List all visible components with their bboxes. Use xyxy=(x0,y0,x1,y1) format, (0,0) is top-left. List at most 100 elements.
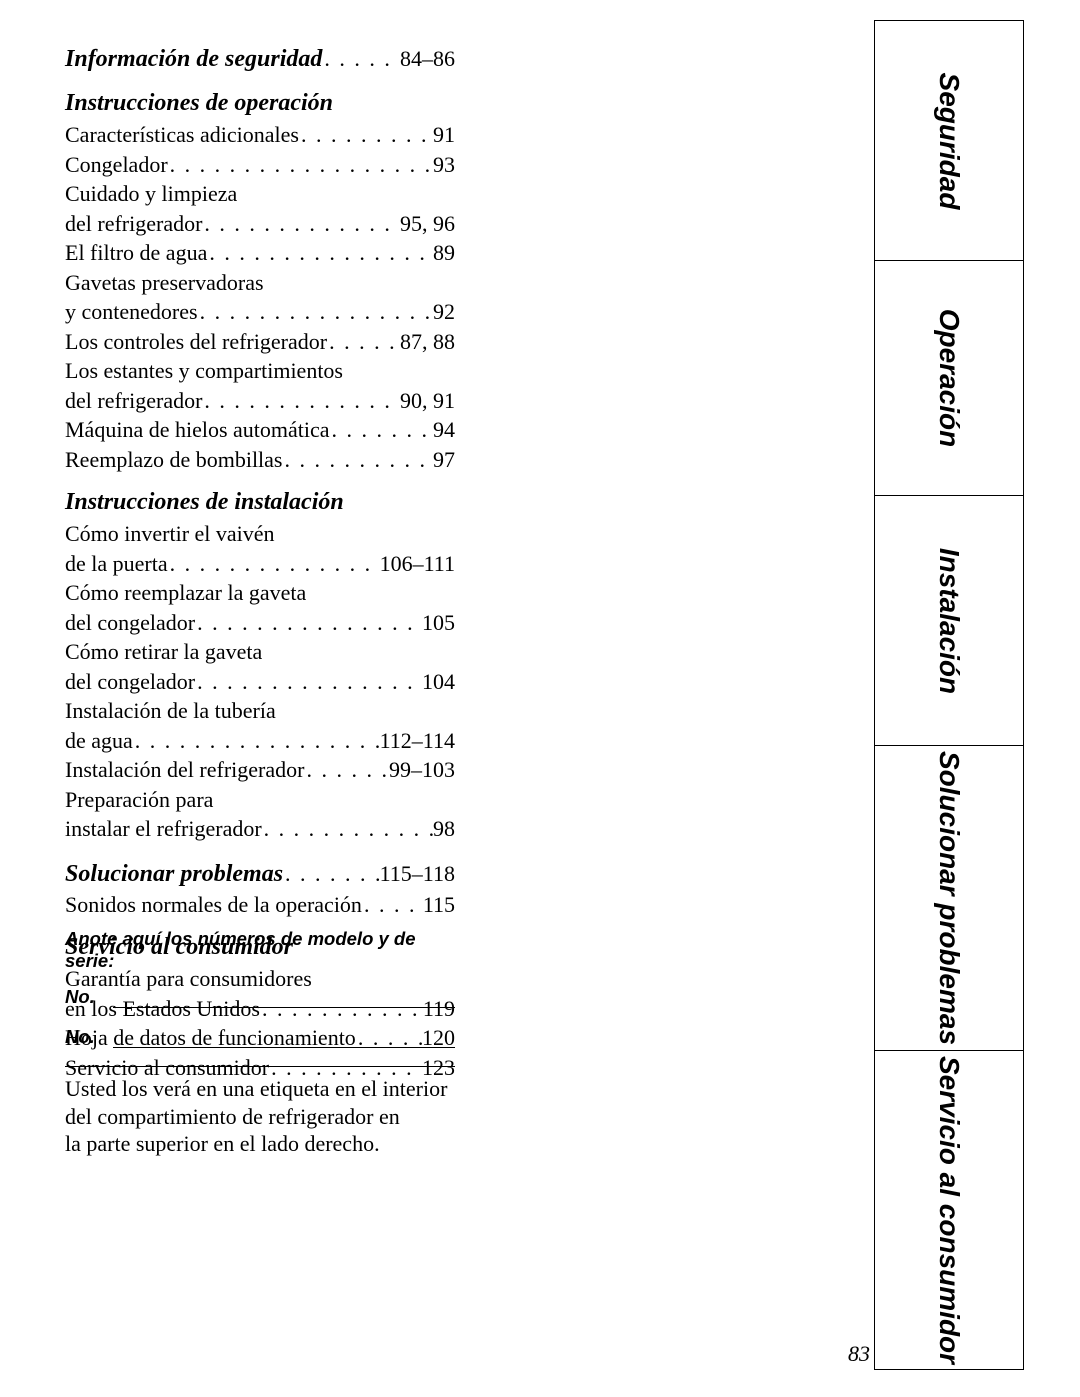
leader-dots xyxy=(299,121,433,149)
toc-lead: Cómo reemplazar la gaveta xyxy=(65,579,455,607)
model-number-line: No. xyxy=(65,986,455,1008)
toc-lead: Los estantes y compartimientos xyxy=(65,357,455,385)
toc-label: y contenedores xyxy=(65,298,198,326)
toc-item: instalar el refrigerador 98 xyxy=(65,815,455,843)
toc-pages: 91 xyxy=(433,121,455,149)
serial-number-line: No. xyxy=(65,1026,455,1048)
toc-pages: 115 xyxy=(423,891,455,919)
toc-item: del congelador 104 xyxy=(65,668,455,696)
toc-pages: 89 xyxy=(433,239,455,267)
page-number: 83 xyxy=(0,1341,870,1367)
tab-label: Seguridad xyxy=(933,72,965,209)
serial-underline xyxy=(113,1030,455,1048)
toc-item: de la puerta 106–111 xyxy=(65,550,455,578)
toc-item: Máquina de hielos automática 94 xyxy=(65,416,455,444)
tab-solucionar-problemas: Solucionar problemas xyxy=(874,745,1024,1050)
leader-dots xyxy=(283,860,380,888)
serial-no-label: No. xyxy=(65,1026,95,1048)
toc-item: de agua 112–114 xyxy=(65,727,455,755)
tab-label: Servicio al consumidor xyxy=(933,1056,965,1364)
model-no-label: No. xyxy=(65,986,95,1008)
toc-pages: 99–103 xyxy=(389,756,455,784)
model-underline xyxy=(113,990,455,1008)
toc-label: del refrigerador xyxy=(65,210,202,238)
toc-item: Características adicionales 91 xyxy=(65,121,455,149)
toc-item: Reemplazo de bombillas 97 xyxy=(65,446,455,474)
toc-pages: 106–111 xyxy=(380,550,455,578)
leader-dots xyxy=(195,609,422,637)
leader-dots xyxy=(133,727,380,755)
leader-dots xyxy=(262,815,433,843)
toc-item: del congelador 105 xyxy=(65,609,455,637)
toc-lead: Cómo invertir el vaivén xyxy=(65,520,455,548)
leader-dots xyxy=(330,416,433,444)
toc-lead: Cómo retirar la gaveta xyxy=(65,638,455,666)
toc-label: de la puerta xyxy=(65,550,168,578)
toc-pages: 105 xyxy=(422,609,455,637)
toc-label: Máquina de hielos automática xyxy=(65,416,330,444)
tab-operacion: Operación xyxy=(874,260,1024,495)
toc-pages: 115–118 xyxy=(380,860,455,888)
toc-item: Instalación del refrigerador 99–103 xyxy=(65,756,455,784)
model-serial-block: Anote aquí los números de modelo y de se… xyxy=(65,928,455,1158)
toc-label: Sonidos normales de la operación xyxy=(65,891,362,919)
toc-item: del refrigerador 90, 91 xyxy=(65,387,455,415)
leader-dots xyxy=(198,298,433,326)
toc-item: Sonidos normales de la operación 115 xyxy=(65,891,455,919)
toc-label: Los controles del refrigerador xyxy=(65,328,327,356)
toc-pages: 93 xyxy=(433,151,455,179)
leader-dots xyxy=(195,668,422,696)
toc-pages: 94 xyxy=(433,416,455,444)
toc-pages: 112–114 xyxy=(380,727,455,755)
leader-dots xyxy=(168,151,433,179)
divider-rule xyxy=(65,1066,455,1067)
toc-label: de agua xyxy=(65,727,133,755)
toc-label: del refrigerador xyxy=(65,387,202,415)
leader-dots xyxy=(362,891,423,919)
toc-label: Reemplazo de bombillas xyxy=(65,446,283,474)
page: Información de seguridad 84–86 Instrucci… xyxy=(0,0,1080,1397)
leader-dots xyxy=(283,446,434,474)
toc-item: Congelador 93 xyxy=(65,151,455,179)
leader-dots xyxy=(207,239,433,267)
toc-label: instalar el refrigerador xyxy=(65,815,262,843)
toc-item: y contenedores 92 xyxy=(65,298,455,326)
tab-label: Instalación xyxy=(933,547,965,693)
leader-dots xyxy=(202,387,400,415)
tab-servicio-al-consumidor: Servicio al consumidor xyxy=(874,1050,1024,1370)
toc-pages: 92 xyxy=(433,298,455,326)
tab-seguridad: Seguridad xyxy=(874,20,1024,260)
toc-pages: 97 xyxy=(433,446,455,474)
tab-instalacion: Instalación xyxy=(874,495,1024,745)
toc-heading-operation: Instrucciones de operación xyxy=(65,90,455,117)
model-note-line: la parte superior en el lado derecho. xyxy=(65,1130,455,1158)
toc-lead: Preparación para xyxy=(65,786,455,814)
toc-pages: 84–86 xyxy=(400,45,455,73)
toc-item: del refrigerador 95, 96 xyxy=(65,210,455,238)
toc-heading-row-safety: Información de seguridad 84–86 xyxy=(65,44,455,74)
leader-dots xyxy=(327,328,400,356)
model-note-line: Usted los verá en una etiqueta en el int… xyxy=(65,1075,455,1103)
toc-lead: Cuidado y limpieza xyxy=(65,180,455,208)
model-serial-title: Anote aquí los números de modelo y de se… xyxy=(65,928,455,972)
leader-dots xyxy=(168,550,380,578)
toc-pages: 90, 91 xyxy=(400,387,455,415)
leader-dots xyxy=(304,756,389,784)
toc-label: Congelador xyxy=(65,151,168,179)
toc-pages: 87, 88 xyxy=(400,328,455,356)
toc-pages: 98 xyxy=(433,815,455,843)
tab-label: Solucionar problemas xyxy=(933,751,965,1045)
toc-item: El filtro de agua 89 xyxy=(65,239,455,267)
toc-lead: Gavetas preservadoras xyxy=(65,269,455,297)
side-tabs: Seguridad Operación Instalación Solucion… xyxy=(874,20,1024,1370)
leader-dots xyxy=(202,210,400,238)
toc-heading-installation: Instrucciones de instalación xyxy=(65,489,455,516)
toc-label: Instalación del refrigerador xyxy=(65,756,304,784)
toc-item: Los controles del refrigerador 87, 88 xyxy=(65,328,455,356)
toc-label: del congelador xyxy=(65,668,195,696)
toc-lead: Instalación de la tubería xyxy=(65,697,455,725)
leader-dots xyxy=(322,45,400,73)
tab-label: Operación xyxy=(933,309,965,447)
toc-heading: Solucionar problemas xyxy=(65,859,283,889)
toc-label: Características adicionales xyxy=(65,121,299,149)
